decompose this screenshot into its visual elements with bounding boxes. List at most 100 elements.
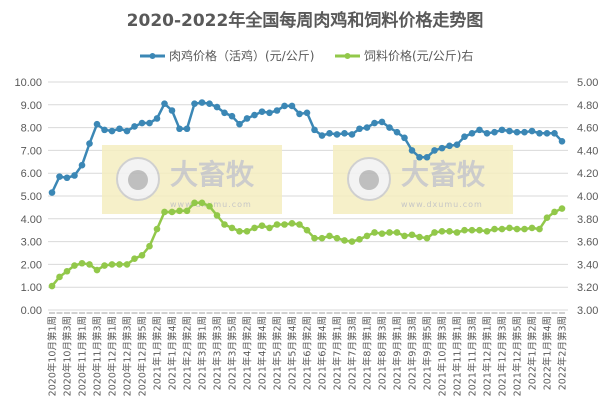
data-point [506, 224, 513, 232]
data-point [258, 222, 266, 229]
x-tick-label: 2020年10月第3周 [62, 316, 74, 396]
data-point [116, 261, 123, 268]
x-tick-label: 2021年10月第3周 [437, 316, 449, 396]
data-point [116, 125, 123, 133]
y-right-tick-label: 4.20 [577, 168, 598, 180]
data-point [213, 103, 221, 111]
data-point [363, 124, 371, 131]
data-point [371, 229, 378, 236]
data-point [281, 221, 288, 228]
x-tick-label: 2021年9月第3周 [407, 316, 419, 390]
data-point [288, 220, 296, 227]
data-point [446, 142, 453, 150]
data-point [333, 131, 341, 138]
data-point [558, 137, 566, 145]
data-point [483, 228, 491, 235]
y-left-tick-label: 7.00 [21, 145, 42, 157]
data-point [183, 125, 191, 133]
data-point [408, 231, 416, 239]
data-point [228, 224, 236, 232]
data-point [401, 134, 408, 142]
data-point [363, 232, 371, 240]
data-point [243, 228, 251, 235]
x-tick-label: 2021年11月第1周 [452, 316, 464, 396]
x-tick-label: 2021年3月第3周 [212, 316, 224, 390]
data-point [153, 225, 161, 233]
data-point [93, 120, 101, 128]
y-axis-right: 3.00 3.20 3.40 3.60 3.80 4.00 4.20 4.40 4.60 4.80… [577, 77, 598, 317]
watermark-brand: 大畜牧 [401, 158, 486, 191]
data-point [206, 202, 213, 210]
data-point [228, 112, 236, 120]
data-point [56, 173, 63, 180]
y-right-tick-label: 5.00 [577, 77, 598, 89]
x-tick-label: 2021年12月第5周 [512, 316, 524, 396]
x-tick-label: 2022年1月第4周 [542, 316, 554, 390]
legend-label-feed: 饲料价格(元/公斤)右 [364, 48, 473, 63]
y-right-tick-label: 3.00 [577, 305, 598, 317]
data-point [146, 242, 153, 250]
data-point [318, 132, 326, 139]
data-point [63, 174, 71, 182]
x-tick-label: 2021年4月第4周 [257, 316, 269, 390]
data-point [543, 214, 551, 221]
data-point [498, 126, 506, 134]
data-point [108, 127, 116, 135]
data-point [206, 100, 213, 107]
data-point [71, 262, 78, 269]
y-right-tick-label: 3.60 [577, 237, 598, 249]
data-point [461, 133, 468, 141]
data-point [356, 125, 363, 133]
x-tick-label: 2021年8月第3周 [377, 316, 389, 390]
data-point [408, 147, 416, 154]
data-point [431, 229, 438, 236]
x-tick-label: 2021年2月第2周 [182, 316, 194, 390]
data-point [528, 127, 536, 135]
data-point [138, 251, 146, 259]
y-right-tick-label: 3.40 [577, 259, 598, 271]
data-point [243, 115, 251, 122]
x-tick-label: 2021年12月第1周 [482, 316, 494, 396]
x-tick-label: 2020年10月第1周 [47, 316, 59, 396]
y-left-tick-label: 0.00 [21, 305, 42, 317]
data-point [303, 226, 311, 234]
y-right-tick-label: 4.40 [577, 145, 598, 157]
data-point [131, 255, 138, 262]
data-point [341, 237, 348, 244]
x-tick-label: 2020年12月第3周 [122, 316, 134, 396]
data-point [326, 232, 333, 240]
data-point [296, 221, 303, 228]
data-point [453, 141, 461, 148]
data-point [258, 108, 266, 115]
y-left-tick-label: 1.00 [21, 282, 42, 294]
data-point [543, 130, 551, 137]
data-point [168, 208, 176, 216]
y-axis-left: 0.00 1.00 2.00 3.00 4.00 5.00 6.00 7.00 8.00 9.00… [14, 77, 42, 317]
x-tick-label: 2021年8月第1周 [362, 316, 374, 390]
legend-marker-chicken [149, 53, 156, 59]
data-point [431, 147, 438, 154]
x-tick-label: 2020年12月第1周 [107, 316, 119, 396]
data-point [341, 130, 348, 137]
data-point [101, 126, 108, 134]
data-point [303, 109, 311, 117]
data-point [476, 126, 483, 134]
data-point [281, 102, 288, 110]
data-point [476, 226, 483, 234]
data-point [101, 262, 108, 269]
data-point [423, 153, 431, 161]
data-point [326, 130, 333, 137]
x-tick-label: 2021年6月第4周 [317, 316, 329, 390]
data-point [221, 109, 228, 117]
watermark-logo-eye [359, 170, 379, 190]
data-point [198, 99, 206, 106]
data-point [551, 130, 558, 137]
data-point [146, 119, 153, 127]
data-point [311, 126, 318, 134]
data-point [86, 261, 93, 268]
data-point [123, 127, 131, 135]
data-point [513, 225, 521, 233]
series-line [51, 201, 563, 287]
data-point [138, 119, 146, 127]
